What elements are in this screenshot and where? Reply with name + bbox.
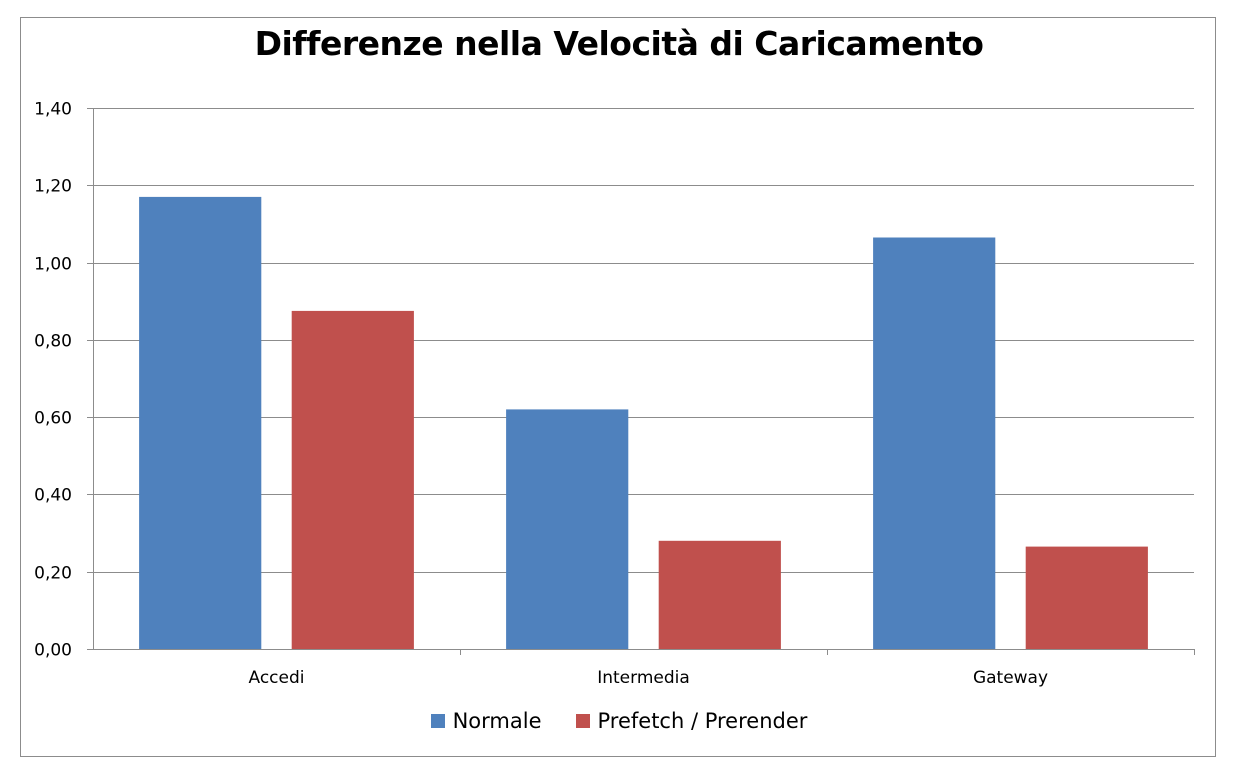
bar-accedi-series-2 — [291, 310, 414, 649]
legend-label-prefetch-prerender: Prefetch / Prerender — [597, 709, 808, 733]
legend-swatch-normale — [430, 714, 445, 728]
y-axis-tick-labels: 0,00 0,20 0,40 0,60 0,80 1,00 1,20 1,40 — [34, 100, 72, 661]
y-tick-label: 0,20 — [34, 564, 72, 584]
y-tick-label: 0,40 — [34, 486, 72, 506]
legend-label-normale: Normale — [452, 709, 542, 733]
legend-item-prefetch-prerender: Prefetch / Prerender — [575, 709, 808, 733]
y-tick-label: 0,00 — [34, 641, 72, 661]
y-tick-label: 0,80 — [34, 332, 72, 352]
bars — [139, 196, 1148, 649]
y-tick-label: 1,20 — [34, 177, 72, 197]
bar-intermedia-series-2 — [658, 540, 781, 649]
gridlines — [87, 108, 1194, 650]
legend-item-normale: Normale — [430, 709, 542, 733]
x-axis-tick-labels: Accedi Intermedia Gateway — [93, 649, 1195, 688]
legend: Normale Prefetch / Prerender — [0, 709, 1238, 733]
y-tick-label: 0,60 — [34, 409, 72, 429]
x-tick-label: Accedi — [249, 668, 305, 688]
bar-gateway-series-2 — [1025, 546, 1148, 649]
bar-accedi-series-1 — [139, 196, 262, 649]
bar-gateway-series-1 — [873, 237, 996, 649]
x-tick-label: Gateway — [973, 668, 1048, 688]
y-tick-label: 1,40 — [34, 100, 72, 120]
chart-title: Differenze nella Velocità di Caricamento — [254, 24, 984, 63]
legend-swatch-prefetch-prerender — [575, 714, 590, 728]
bar-intermedia-series-1 — [506, 409, 629, 649]
y-tick-label: 1,00 — [34, 255, 72, 275]
x-tick-label: Intermedia — [597, 668, 690, 688]
